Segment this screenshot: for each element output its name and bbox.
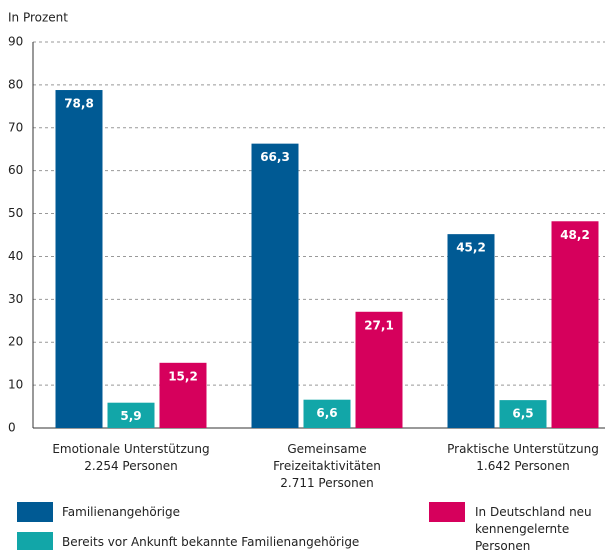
bar (251, 143, 299, 428)
bar (107, 402, 155, 428)
bar (55, 90, 103, 428)
chart-subtitle: In Prozent (8, 11, 68, 25)
data-label: 27,1 (364, 318, 394, 332)
y-tick-label: 30 (8, 292, 23, 306)
bar (303, 399, 351, 428)
data-label: 6,5 (512, 407, 533, 421)
y-tick-label: 90 (8, 35, 23, 49)
legend-label: In Deutschland neu kennengelernte Person… (475, 505, 592, 550)
y-tick-label: 20 (8, 335, 23, 349)
legend-label: Familienangehörige (62, 505, 181, 519)
legend-swatch (17, 532, 53, 550)
x-tick-label: Praktische Unterstützung 1.642 Personen (447, 442, 599, 473)
x-tick-label: Emotionale Unterstützung 2.254 Personen (52, 442, 210, 473)
x-tick-label: Gemeinsame Freizeitaktivitäten 2.711 Per… (273, 442, 381, 490)
y-tick-label: 0 (8, 421, 16, 435)
y-tick-label: 80 (8, 77, 23, 91)
y-tick-label: 70 (8, 120, 23, 134)
data-label: 66,3 (260, 150, 290, 164)
bar (447, 234, 495, 428)
bar (159, 362, 207, 428)
bar (499, 400, 547, 428)
y-tick-label: 50 (8, 206, 23, 220)
legend-label: Bereits vor Ankunft bekannte Familienang… (62, 535, 360, 549)
data-label: 5,9 (120, 409, 141, 423)
legend-swatch (429, 502, 465, 522)
data-label: 48,2 (560, 228, 590, 242)
y-tick-label: 60 (8, 163, 23, 177)
data-label: 15,2 (168, 369, 198, 383)
bar (551, 221, 599, 428)
y-tick-label: 40 (8, 249, 23, 263)
data-label: 6,6 (316, 406, 337, 420)
bar (355, 311, 403, 428)
legend-swatch (17, 502, 53, 522)
data-label: 78,8 (64, 97, 94, 111)
data-label: 45,2 (456, 241, 486, 255)
y-tick-label: 10 (8, 378, 23, 392)
